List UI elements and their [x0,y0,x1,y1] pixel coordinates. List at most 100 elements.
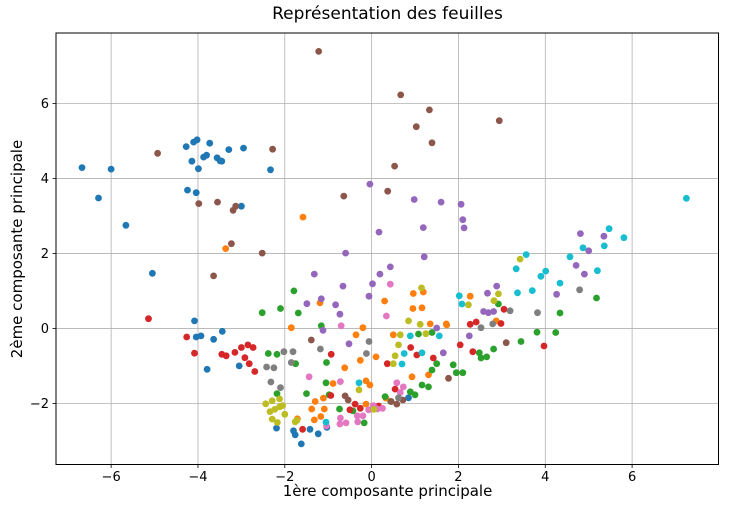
scatter-point-classe-rose [337,414,344,422]
scatter-point-classe-rouge [238,344,245,351]
scatter-point-classe-rouge [241,354,249,362]
scatter-point-classe-bleu [235,362,243,370]
scatter-point-classe-olive [495,290,502,298]
scatter-point-classe-rouge [351,400,359,408]
scatter-point-classe-orange [341,364,349,372]
scatter-point-classe-marron [269,145,276,153]
y-tick-label: −2 [30,397,49,412]
scatter-point-classe-vert [533,328,541,336]
scatter-point-classe-orange [299,213,307,221]
scatter-point-classe-violet [303,300,311,308]
scatter-point-classe-cyan [322,418,330,426]
scatter-point-classe-vert [552,329,560,336]
scatter-point-classe-rouge [346,406,354,414]
scatter-point-classe-rouge [469,348,477,356]
scatter-point-classe-cyan [355,379,363,387]
scatter-point-classe-orange [310,416,318,424]
scatter-point-classe-marron [391,162,398,170]
scatter-point-classe-olive [516,255,524,263]
scatter-point-classe-gris [506,307,514,315]
scatter-point-classe-rouge [327,350,335,358]
scatter-point-classe-rouge [183,333,191,341]
scatter-point-classe-violet [369,280,376,288]
scatter-point-classe-vert [433,360,441,368]
scatter-point-classe-cyan [522,251,530,258]
scatter-point-classe-orange [352,331,360,339]
scatter-point-classe-cyan [435,332,443,340]
scatter-point-classe-gris [489,320,497,328]
scatter-point-classe-bleu [206,139,214,147]
scatter-point-classe-orange [317,413,325,420]
scatter-point-classe-orange [320,394,327,402]
scatter-point-classe-olive [266,408,274,415]
scatter-point-classe-bleu [225,146,233,154]
scatter-point-classe-olive [355,386,363,394]
scatter-point-classe-rose [305,373,313,381]
scatter-point-classe-violet [459,216,467,224]
scatter-point-classe-cyan [455,292,463,300]
scatter-point-classe-rouge [356,404,364,412]
scatter-point-classe-rose [353,412,361,420]
scatter-point-classe-olive [268,397,276,405]
scatter-point-classe-violet [410,196,418,203]
y-axis-label: 2ème composante principale [8,139,26,359]
scatter-point-classe-rouge [466,320,474,328]
scatter-point-classe-olive [391,352,399,360]
scatter-point-classe-marron [307,336,315,344]
scatter-point-classe-orange [356,356,364,364]
scatter-point-classe-orange [222,245,230,253]
scatter-point-classe-vert [428,329,436,336]
scatter-point-classe-bleu [273,424,280,432]
scatter-point-classe-gris [317,345,324,353]
scatter-point-classe-bleu [95,194,102,202]
scatter-point-classe-bleu [306,425,314,433]
scatter-point-classe-vert [517,338,525,345]
scatter-point-classe-vert [322,379,330,387]
scatter-point-classe-vert [336,405,343,413]
scatter-point-classe-rose [354,418,362,426]
scatter-point-classe-orange [311,398,319,405]
scatter-point-classe-vert [258,309,266,317]
scatter-point-classe-olive [416,320,424,328]
scatter-point-classe-orange [366,381,374,389]
scatter-point-classe-cyan [542,267,550,275]
scatter-point-classe-vert [593,294,600,302]
scatter-point-classe-orange [359,324,367,332]
scatter-point-classe-violet [376,270,384,278]
scatter-point-classe-rose [337,378,344,385]
scatter-point-classe-bleu [314,430,322,438]
scatter-point-classe-bleu [267,166,274,174]
scatter-point-classe-bleu [218,328,226,335]
scatter-point-classe-vert [556,309,564,317]
scatter-point-classe-orange [425,371,432,379]
scatter-point-classe-violet [365,292,373,300]
scatter-point-classe-orange [389,331,397,339]
scatter-point-classe-violet [386,263,394,271]
scatter-point-classe-vert [475,349,483,357]
scatter-point-classe-gris [287,359,295,366]
scatter-point-classe-olive [370,406,378,413]
scatter-point-classe-orange [426,320,434,328]
scatter-point-classe-orange [372,353,380,361]
scatter-point-classe-olive [262,400,270,408]
scatter-point-classe-marron [428,139,436,147]
scatter-point-classe-rouge [429,354,437,362]
scatter-point-classe-orange [442,320,450,328]
scatter-point-classe-violet [319,326,327,334]
scatter-point-classe-gris [263,363,270,371]
scatter-point-classe-violet [345,340,353,348]
scatter-point-classe-bleu [192,189,200,197]
x-tick-label: 2 [454,470,462,485]
scatter-point-classe-violet [317,295,325,303]
scatter-point-classe-violet [490,308,497,315]
scatter-point-classe-marron [195,200,203,208]
x-tick-label: 0 [367,470,375,485]
axes-spines [55,32,719,465]
scatter-point-classe-rouge [327,392,335,399]
scatter-point-classe-bleu [195,165,202,173]
scatter-point-classe-violet [433,324,441,332]
scatter-point-classe-vert [483,353,491,361]
scatter-point-classe-bleu [238,202,245,210]
scatter-point-classe-rose [386,280,394,288]
